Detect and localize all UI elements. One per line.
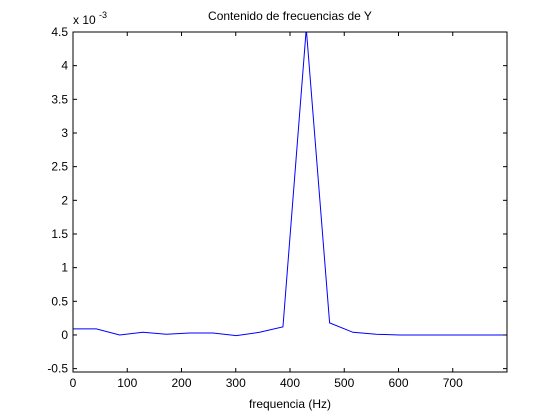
y-tick-label: -0.5 <box>47 362 68 376</box>
y-ticks: -0.5 0 0.5 1 1.5 2 2.5 3 3.5 4 4.5 <box>47 25 507 376</box>
y-tick-label: 4 <box>61 59 68 73</box>
x-tick-label: 200 <box>171 376 191 390</box>
y-tick-label: 1 <box>61 261 68 275</box>
y-tick-label: 1.5 <box>51 227 68 241</box>
y-tick-label: 2 <box>61 193 68 207</box>
series-line-0 <box>73 32 507 337</box>
x-tick-label: 500 <box>334 376 354 390</box>
x-tick-label: 400 <box>280 376 300 390</box>
x-tick-label: 600 <box>388 376 408 390</box>
y-tick-label: 3 <box>61 126 68 140</box>
y-tick-label: 3.5 <box>51 92 68 106</box>
y-tick-label: 0.5 <box>51 294 68 308</box>
x-tick-label: 700 <box>443 376 463 390</box>
x-tick-label: 100 <box>117 376 137 390</box>
x-tick-label: 300 <box>226 376 246 390</box>
chart-title: Contenido de frecuencias de Y <box>208 9 372 23</box>
x-ticks: 0 100 200 300 400 500 600 700 <box>70 32 463 390</box>
y-exponent-power: -3 <box>99 10 107 20</box>
x-axis-label: frequencia (Hz) <box>249 397 331 411</box>
line-layer <box>73 32 507 337</box>
plot-area <box>73 32 507 372</box>
y-tick-label: 4.5 <box>51 25 68 39</box>
y-tick-label: 2.5 <box>51 160 68 174</box>
y-tick-label: 0 <box>61 328 68 342</box>
y-exponent-label: x 10 -3 <box>73 10 107 27</box>
x-tick-label: 0 <box>70 376 77 390</box>
y-exponent-base: x 10 <box>73 13 96 27</box>
